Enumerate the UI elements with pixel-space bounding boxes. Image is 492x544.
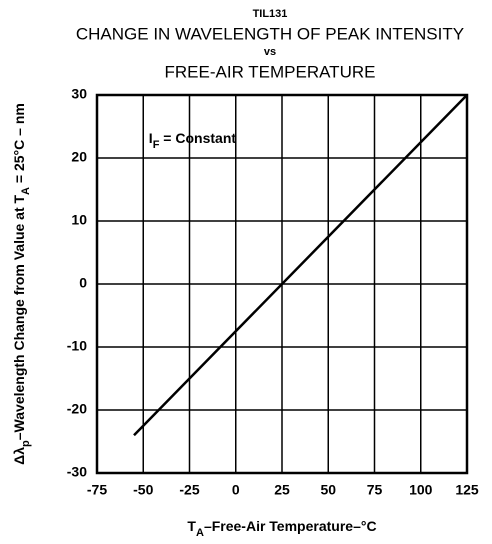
chart-title: TIL131 — [253, 8, 288, 20]
y-tick-label: 30 — [71, 86, 87, 102]
x-tick-label: -50 — [133, 482, 153, 498]
plot-frame — [95, 93, 469, 475]
subscript: F — [153, 139, 160, 151]
y-tick-label: -20 — [67, 401, 87, 417]
x-tick-label: 0 — [232, 482, 240, 498]
label-part: –Free-Air Temperature–°C — [204, 518, 377, 534]
label-part: Δλ — [11, 447, 27, 465]
y-tick-label: -30 — [67, 464, 87, 480]
y-axis-label: Δλp–Wavelength Change from Value at TA =… — [11, 103, 32, 465]
annotation: IF = Constant — [149, 130, 237, 151]
y-tick-label: -10 — [67, 338, 87, 354]
x-tick-label: 100 — [409, 482, 433, 498]
chart-title: FREE-AIR TEMPERATURE — [165, 62, 376, 81]
y-tick-label: 0 — [79, 275, 87, 291]
x-tick-label: -75 — [87, 482, 107, 498]
subscript: A — [196, 527, 204, 539]
y-tick-label: 20 — [71, 149, 87, 165]
subscript: A — [20, 187, 32, 195]
data-line — [133, 94, 468, 437]
label-part: –Wavelength Change from Value at T — [11, 194, 27, 440]
subscript: p — [20, 440, 32, 447]
x-tick-label: 50 — [320, 482, 336, 498]
x-tick-label: 25 — [274, 482, 290, 498]
chart-title: vs — [264, 46, 276, 58]
chart-title: CHANGE IN WAVELENGTH OF PEAK INTENSITY — [76, 24, 464, 43]
label-part: = Constant — [159, 130, 236, 146]
label-part: T — [187, 518, 196, 534]
label-part: = 25°C – nm — [11, 103, 27, 187]
x-tick-label: 125 — [455, 482, 479, 498]
x-tick-label: 75 — [367, 482, 383, 498]
y-tick-label: 10 — [71, 212, 87, 228]
label-part: I — [149, 130, 153, 146]
x-axis-label: TA–Free-Air Temperature–°C — [187, 518, 376, 539]
x-tick-label: -25 — [179, 482, 199, 498]
